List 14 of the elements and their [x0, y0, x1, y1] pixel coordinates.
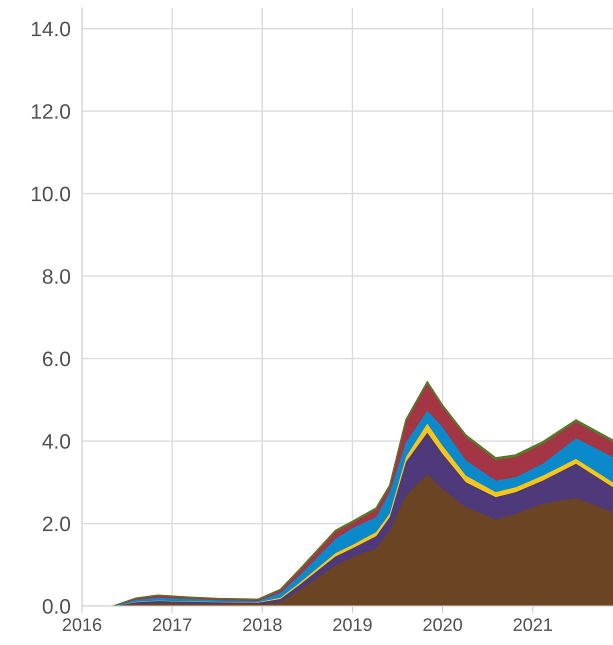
- x-tick-label: 2019: [333, 618, 372, 632]
- x-tick-label: 2016: [62, 618, 102, 632]
- y-tick-label: 12.0: [32, 104, 70, 119]
- x-tick-label: 2020: [423, 618, 462, 632]
- y-tick-label: 0.0: [42, 599, 70, 614]
- x-tick-label: 2021: [514, 618, 552, 632]
- x-tick-label: 2018: [243, 618, 282, 632]
- y-tick-label: 14.0: [32, 22, 70, 36]
- y-tick-label: 6.0: [42, 352, 70, 366]
- y-tick-label: 4.0: [42, 434, 70, 449]
- x-tick-label: 2017: [152, 618, 192, 632]
- y-tick-label: 8.0: [42, 269, 70, 284]
- y-tick-label: 10.0: [32, 186, 70, 202]
- y-tick-label: 2.0: [42, 516, 70, 532]
